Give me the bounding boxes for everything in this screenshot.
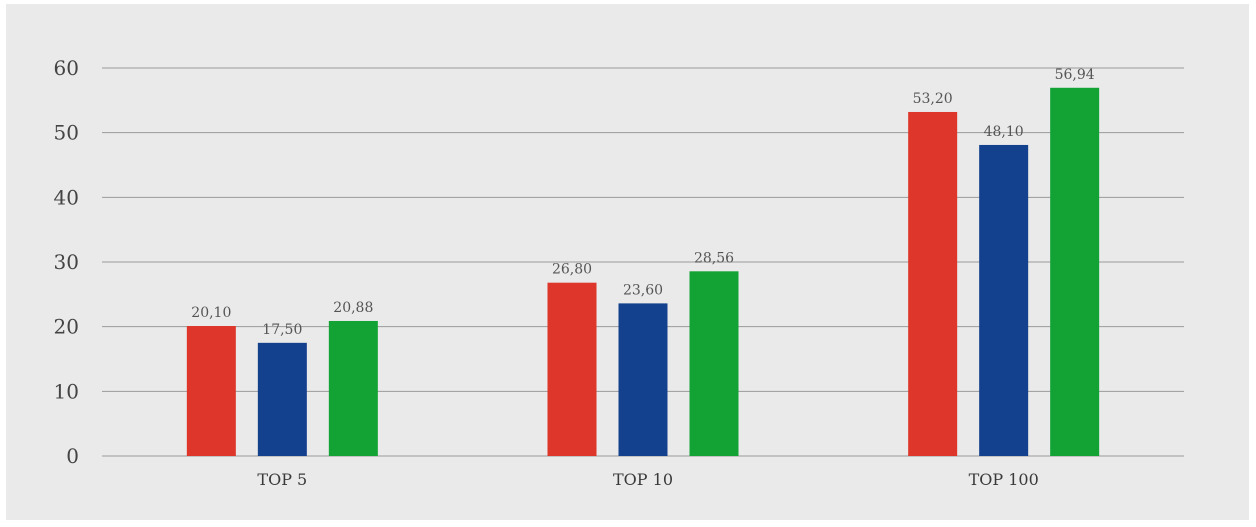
bar-chart: 0 10 20 30 40 50 60 20,10 17,50 20,88 TOP 5 26,80 23… [54,56,1184,489]
y-tick-label-40: 40 [54,185,79,209]
y-tick-label-60: 60 [54,56,79,80]
bar-top-5-s1 [186,326,236,456]
bar-top-5-s2 [257,342,307,456]
data-label: 17,50 [262,322,302,338]
y-tick-label-0: 0 [66,444,79,468]
y-tick-label-20: 20 [54,315,79,339]
chart-card: 0 10 20 30 40 50 60 20,10 17,50 20,88 TOP 5 26,80 23… [6,4,1249,520]
y-tick-label-10: 10 [54,379,79,403]
bar-top-100-s3 [1050,87,1100,457]
bar-top-10-s1 [547,282,597,456]
data-label: 48,10 [984,124,1024,140]
category-label-top-100: TOP 100 [969,470,1039,489]
bar-top-5-s3 [328,320,378,456]
data-label: 23,60 [623,282,663,298]
data-label: 56,94 [1055,67,1095,83]
data-label: 53,20 [913,91,953,107]
bar-top-10-s3 [689,271,739,456]
data-label: 26,80 [552,262,592,278]
bar-top-100-s1 [908,111,958,457]
category-label-top-5: TOP 5 [257,470,307,489]
data-label: 20,88 [333,300,373,316]
category-label-top-10: TOP 10 [613,470,673,489]
data-label: 20,10 [191,305,231,321]
data-label: 28,56 [694,250,734,266]
bar-top-10-s2 [618,303,668,456]
bar-top-100-s2 [979,144,1029,456]
y-tick-label-50: 50 [54,121,79,145]
y-tick-label-30: 30 [54,250,79,274]
